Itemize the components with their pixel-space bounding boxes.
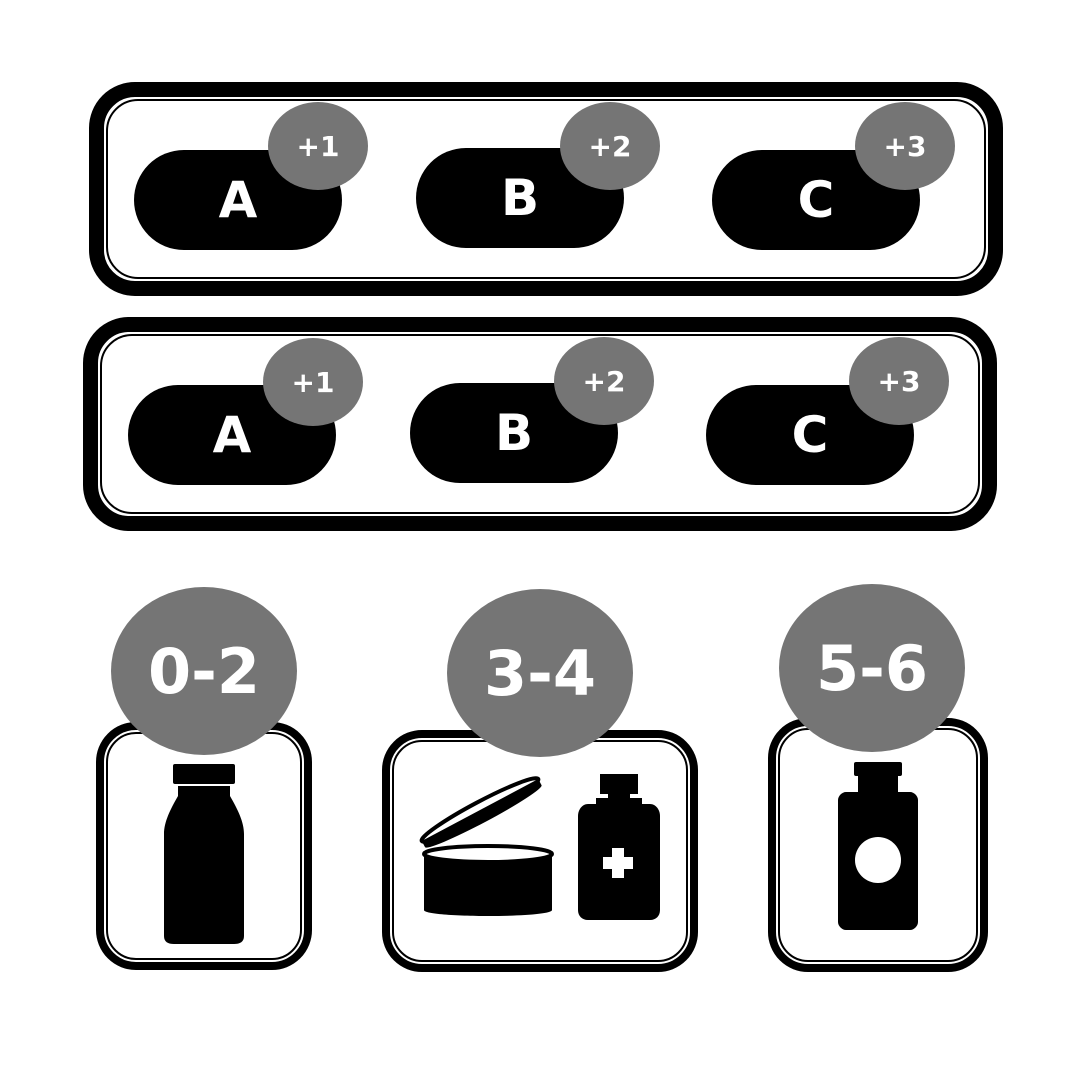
dice-range-badge: 5-6 [779,584,965,752]
option-letter: B [500,169,540,227]
bonus-badge: +3 [849,337,949,425]
bonus-badge: +2 [554,337,654,425]
option-letter: C [791,406,829,464]
open-jar-and-medicine-bottle-icon [419,774,660,920]
option-letter: A [218,171,258,229]
dice-range-badge: 0-2 [111,587,297,755]
bonus-badge: +3 [855,102,955,190]
dice-range-badge: 3-4 [447,589,633,757]
option-letter: C [797,171,835,229]
bonus-badge: +1 [263,338,363,426]
bonus-badge: +2 [560,102,660,190]
bonus-badge: +1 [268,102,368,190]
option-letter: A [212,406,252,464]
option-letter: B [494,404,534,462]
milk-bottle-icon [164,764,244,944]
pill-bottle-icon [838,762,918,930]
